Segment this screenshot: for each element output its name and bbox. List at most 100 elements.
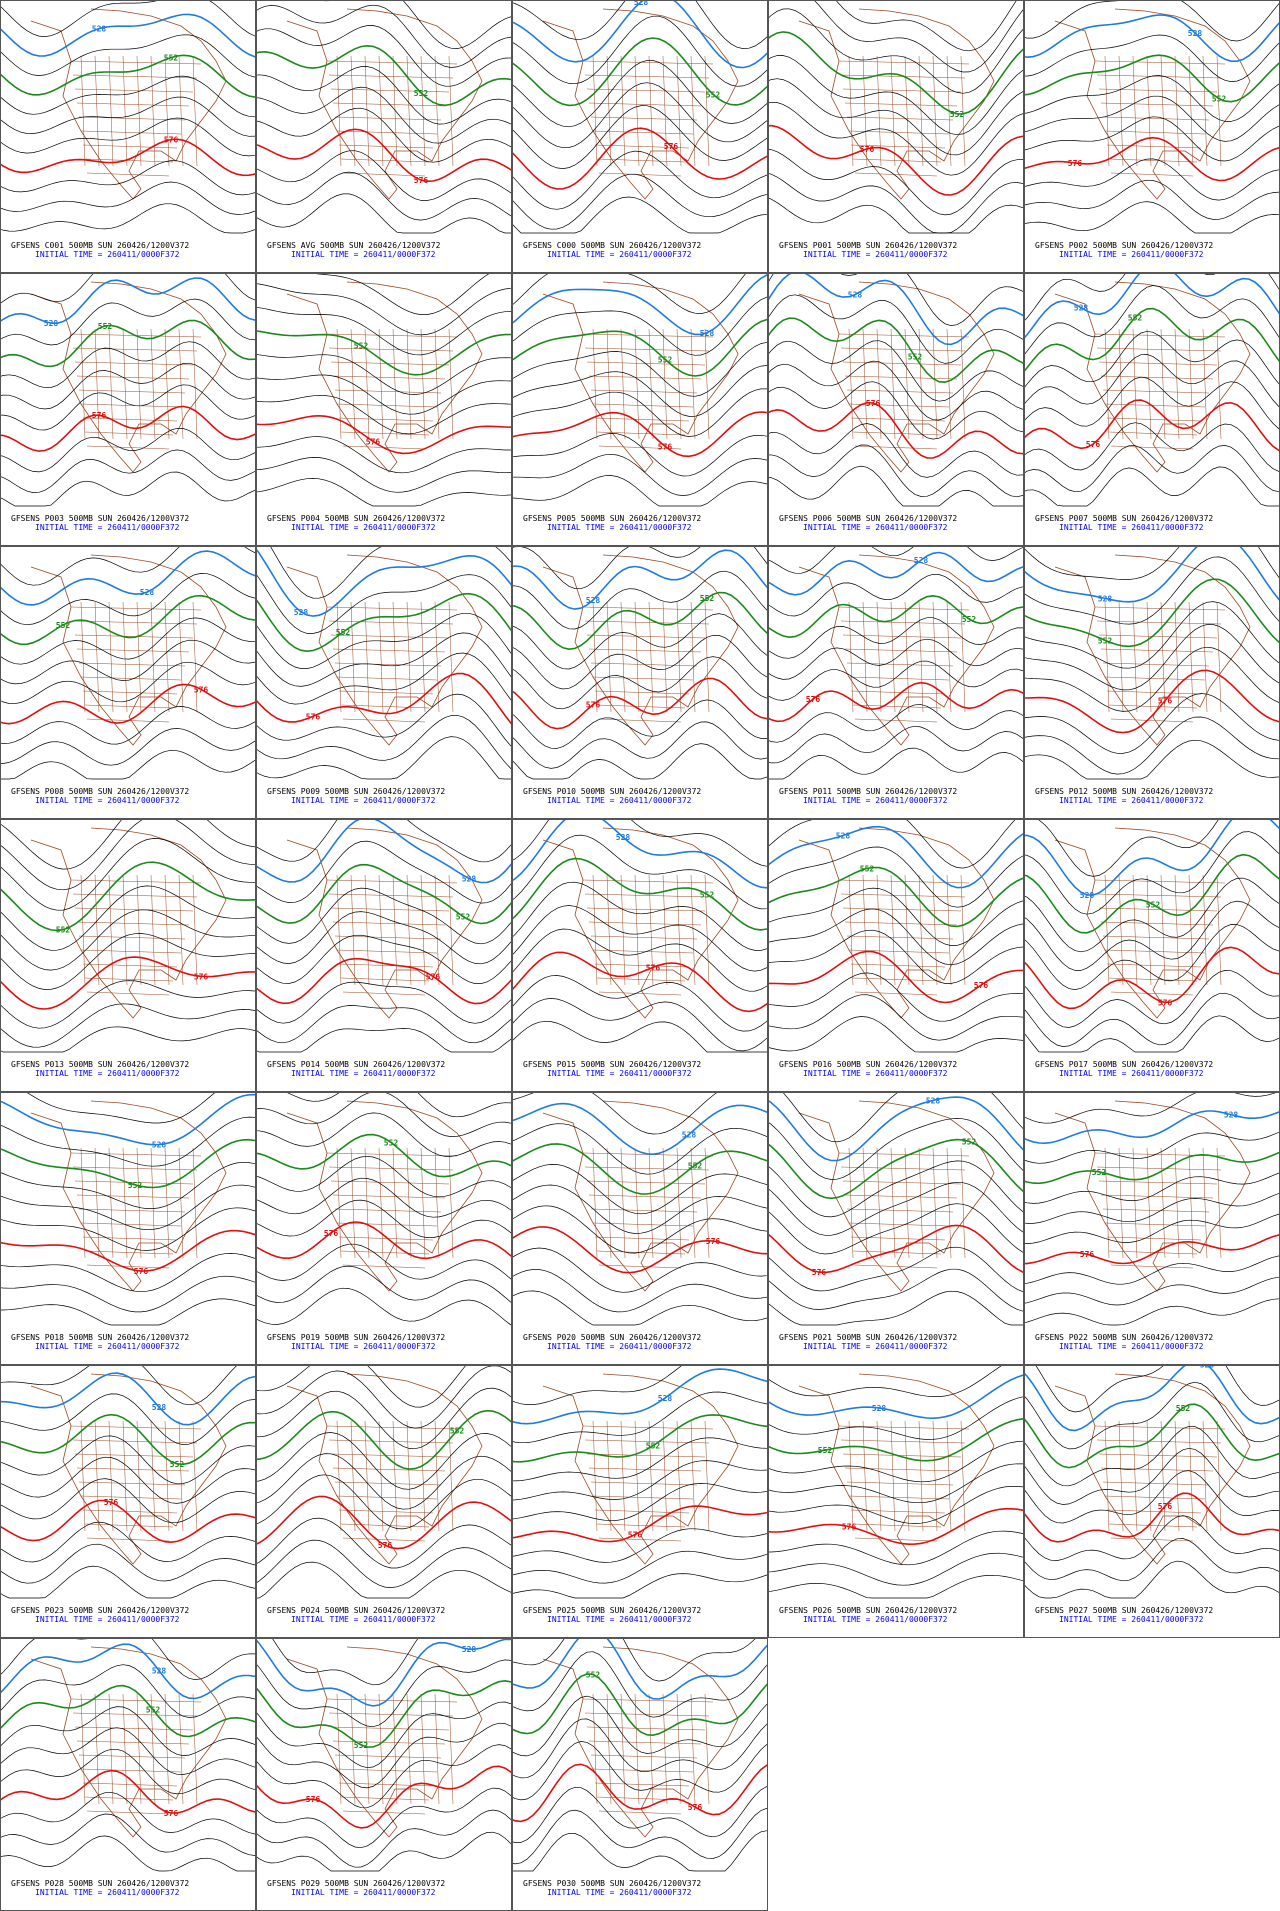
contour bbox=[1, 1706, 255, 1756]
panel-title: GFSENS P007 500MB SUN 260426/1200V372 bbox=[1035, 514, 1213, 523]
contour bbox=[1, 160, 255, 196]
coastline bbox=[798, 8, 995, 200]
coastline bbox=[542, 1373, 739, 1565]
contour bbox=[513, 1639, 767, 1700]
border-line bbox=[336, 1495, 438, 1500]
border-line bbox=[620, 328, 626, 440]
contour-label: 528 bbox=[1098, 594, 1113, 603]
contour bbox=[257, 1432, 511, 1490]
contour bbox=[769, 1374, 1023, 1420]
contour bbox=[1, 980, 255, 1029]
contour-label: 528 bbox=[914, 556, 929, 565]
contour bbox=[257, 1539, 511, 1588]
border-line bbox=[592, 874, 598, 986]
contour bbox=[257, 1722, 511, 1789]
border-line bbox=[1108, 704, 1198, 709]
contour bbox=[769, 846, 1023, 908]
border-line bbox=[80, 1420, 86, 1532]
border-line bbox=[330, 361, 450, 366]
border-line bbox=[338, 144, 434, 149]
contour bbox=[257, 820, 511, 863]
contour bbox=[1025, 34, 1279, 82]
border-line bbox=[330, 634, 450, 639]
border-line bbox=[448, 1147, 454, 1259]
coastline bbox=[542, 554, 739, 746]
border-line bbox=[94, 874, 100, 986]
map-panel: 528 552 576 GFSENS P009 500MB SUN 260426/12… bbox=[256, 546, 512, 819]
map-panel: 552 576 GFSENS AVG 500MB SUN 260426/1200V3… bbox=[256, 0, 512, 273]
contour bbox=[769, 681, 1023, 723]
border-line bbox=[592, 601, 598, 713]
caption-bg bbox=[769, 783, 1023, 818]
panel-init-time: INITIAL TIME = 260411/0000F372 bbox=[291, 1888, 436, 1897]
panel-init-time: INITIAL TIME = 260411/0000F372 bbox=[291, 1342, 436, 1351]
border-line bbox=[1108, 431, 1198, 436]
contour-label: 576 bbox=[92, 411, 107, 420]
coastline bbox=[286, 554, 483, 746]
border-line bbox=[1110, 172, 1194, 177]
contour bbox=[513, 1205, 767, 1254]
panel-init-time: INITIAL TIME = 260411/0000F372 bbox=[1059, 1069, 1204, 1078]
contour bbox=[257, 66, 511, 125]
contour-label: 552 bbox=[1176, 1404, 1191, 1413]
border-line bbox=[648, 1147, 654, 1259]
contour bbox=[1025, 1470, 1279, 1524]
contour-label: 576 bbox=[806, 695, 821, 704]
border-line bbox=[1118, 601, 1124, 713]
contour bbox=[513, 951, 767, 1013]
contour bbox=[513, 453, 767, 496]
contour bbox=[1, 1499, 255, 1544]
contour bbox=[257, 840, 511, 904]
border-line bbox=[84, 1796, 174, 1801]
border-line bbox=[76, 1467, 190, 1472]
caption-bg bbox=[769, 237, 1023, 272]
contour bbox=[257, 1495, 511, 1550]
border-line bbox=[86, 1537, 170, 1542]
border-line bbox=[406, 1693, 412, 1805]
contour-label: 528 bbox=[462, 875, 477, 884]
contour bbox=[257, 436, 511, 474]
border-line bbox=[326, 333, 458, 338]
contour bbox=[257, 1221, 511, 1260]
border-line bbox=[844, 1194, 958, 1199]
contour-label: 552 bbox=[706, 90, 721, 99]
border-line bbox=[420, 328, 426, 440]
border-line bbox=[326, 1698, 458, 1703]
border-line bbox=[1118, 328, 1124, 440]
contour bbox=[26, 1093, 215, 1124]
border-line bbox=[178, 1693, 184, 1805]
contour bbox=[1025, 1298, 1279, 1326]
border-line bbox=[854, 718, 938, 723]
border-line bbox=[598, 172, 682, 177]
contour bbox=[513, 318, 767, 377]
border-line bbox=[1160, 1420, 1166, 1532]
contour bbox=[257, 1387, 511, 1450]
panel-title: GFSENS P003 500MB SUN 260426/1200V372 bbox=[11, 514, 189, 523]
border-line bbox=[338, 1236, 434, 1241]
contour bbox=[814, 1, 1023, 73]
border-line bbox=[846, 116, 954, 121]
border-line bbox=[1110, 718, 1194, 723]
map: 552 576 GFSENS P004 500MB SUN 260426/1200V… bbox=[257, 274, 511, 545]
border-line bbox=[844, 102, 958, 107]
coastline bbox=[542, 281, 739, 473]
contour-label: 528 bbox=[152, 1403, 167, 1412]
contour bbox=[769, 381, 1023, 440]
border-line bbox=[648, 328, 654, 440]
border-line bbox=[150, 55, 156, 167]
contour-label: 576 bbox=[194, 972, 209, 981]
map-panel: 528 552 576 GFSENS P007 500MB SUN 260426/12… bbox=[1024, 273, 1280, 546]
border-line bbox=[1094, 60, 1226, 65]
border-line bbox=[336, 55, 342, 167]
border-line bbox=[378, 874, 384, 986]
border-line bbox=[1174, 328, 1180, 440]
border-line bbox=[76, 648, 190, 653]
contour bbox=[1, 427, 255, 473]
contour bbox=[257, 1177, 511, 1218]
contour bbox=[257, 1659, 511, 1728]
contour bbox=[1025, 274, 1279, 321]
border-line bbox=[592, 1147, 598, 1259]
map: 528 552 576 GFSENS P008 500MB SUN 260426/12… bbox=[1, 547, 255, 818]
contour bbox=[1025, 1093, 1276, 1124]
